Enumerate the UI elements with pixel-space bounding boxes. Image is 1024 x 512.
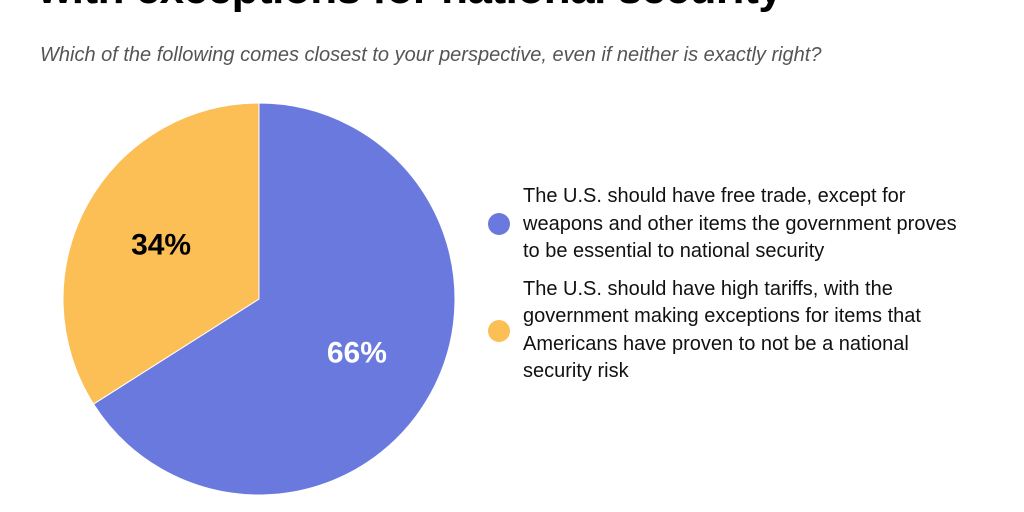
- pie-slice-free-trade: [92, 102, 456, 496]
- pie-label-free-trade: 66%: [327, 336, 387, 369]
- pie-slice-high-tariffs: [62, 102, 260, 405]
- legend: The U.S. should have free trade, except …: [488, 183, 958, 396]
- legend-item-high-tariffs: The U.S. should have high tariffs, with …: [488, 276, 958, 386]
- legend-swatch-free-trade: [488, 213, 510, 236]
- pie-label-high-tariffs: 34%: [131, 229, 191, 262]
- legend-item-free-trade: The U.S. should have free trade, except …: [488, 183, 958, 266]
- chart-subtitle: Which of the following comes closest to …: [40, 44, 822, 66]
- pie-chart: 66% 34%: [62, 102, 456, 496]
- legend-label-free-trade: The U.S. should have free trade, except …: [523, 185, 957, 262]
- legend-label-high-tariffs: The U.S. should have high tariffs, with …: [523, 277, 921, 383]
- chart-title: with exceptions for national security: [38, 0, 783, 14]
- legend-swatch-high-tariffs: [488, 319, 510, 342]
